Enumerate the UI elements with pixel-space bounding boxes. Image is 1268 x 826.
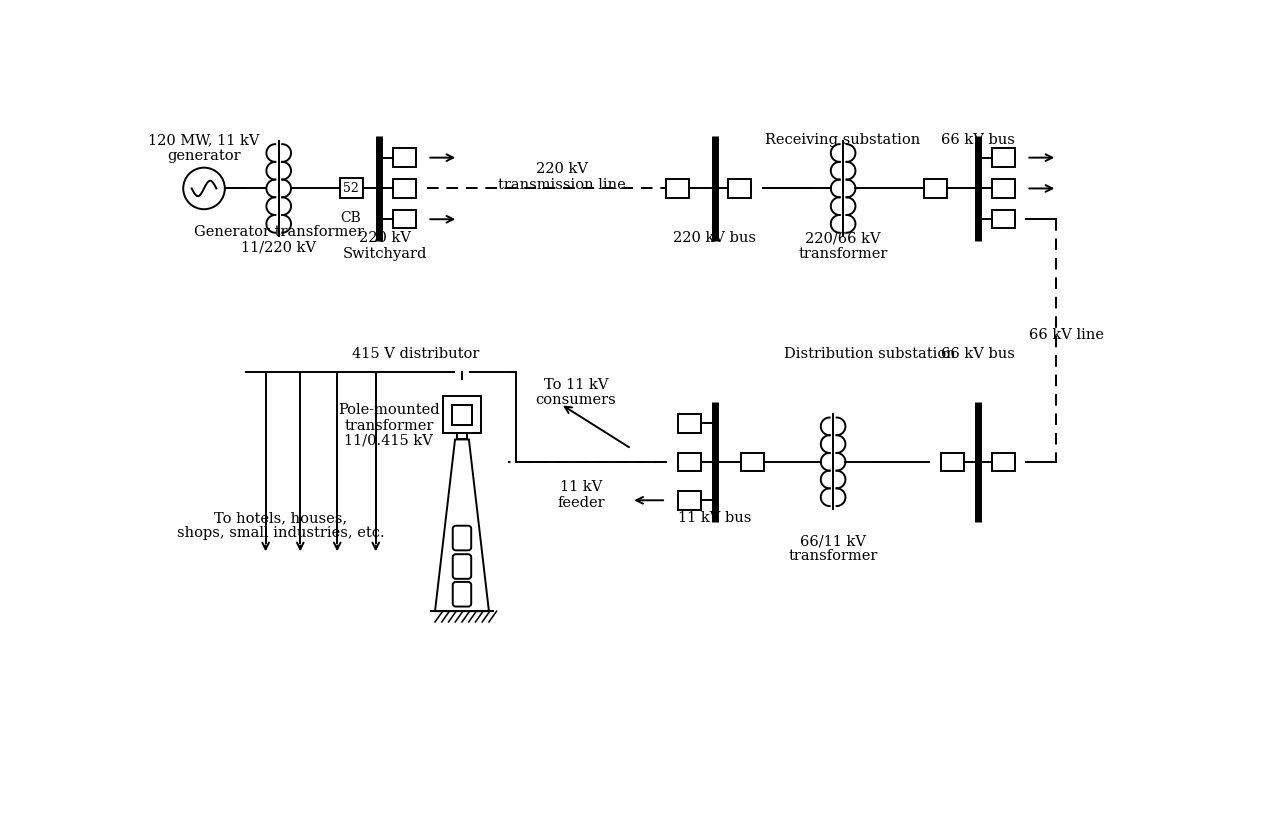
Text: 66/11 kV: 66/11 kV [800, 534, 866, 548]
Text: 11 kV bus: 11 kV bus [678, 511, 751, 525]
Text: 220 kV: 220 kV [536, 162, 588, 176]
Bar [451, 405, 472, 425]
Text: transmission line: transmission line [498, 178, 626, 192]
Bar [924, 179, 947, 197]
Bar [677, 491, 701, 510]
Bar [393, 179, 416, 197]
Bar [992, 210, 1014, 229]
Text: consumers: consumers [535, 393, 616, 407]
Text: 11 kV: 11 kV [560, 480, 602, 494]
Text: transformer: transformer [799, 247, 888, 261]
Text: 52: 52 [344, 182, 359, 195]
Bar [458, 434, 467, 439]
Text: CB: CB [341, 211, 361, 225]
Bar [728, 179, 752, 197]
Text: Switchyard: Switchyard [342, 247, 427, 261]
Text: 66 kV bus: 66 kV bus [941, 347, 1014, 361]
Text: 415 V distributor: 415 V distributor [353, 347, 479, 361]
Bar [992, 179, 1014, 197]
Text: 220/66 kV: 220/66 kV [805, 231, 881, 245]
Bar [340, 178, 363, 198]
Text: transformer: transformer [344, 419, 434, 433]
Text: Generator transformer: Generator transformer [194, 225, 364, 240]
Text: 120 MW, 11 kV: 120 MW, 11 kV [148, 133, 260, 147]
Bar [666, 179, 689, 197]
Text: 66 kV line: 66 kV line [1028, 328, 1104, 342]
Text: generator: generator [167, 150, 241, 163]
Bar [992, 149, 1014, 167]
Bar [677, 453, 701, 471]
Bar [393, 210, 416, 229]
Text: To 11 kV: To 11 kV [544, 377, 609, 392]
Text: Receiving substation: Receiving substation [766, 133, 921, 147]
Bar [393, 149, 416, 167]
Text: Distribution substation: Distribution substation [784, 347, 956, 361]
Text: 66 kV bus: 66 kV bus [941, 133, 1014, 147]
Text: 11/0.415 kV: 11/0.415 kV [345, 434, 434, 448]
Text: 220 kV bus: 220 kV bus [673, 231, 756, 245]
Text: 11/220 kV: 11/220 kV [241, 240, 316, 254]
Text: shops, small industries, etc.: shops, small industries, etc. [178, 526, 384, 540]
Bar [992, 453, 1014, 471]
Bar [941, 453, 964, 471]
Text: transformer: transformer [789, 549, 877, 563]
Text: To hotels, houses,: To hotels, houses, [214, 511, 347, 525]
Text: feeder: feeder [558, 496, 605, 510]
Bar [677, 414, 701, 433]
Bar [443, 396, 482, 434]
Text: Pole-mounted: Pole-mounted [339, 403, 440, 417]
Text: 220 kV: 220 kV [359, 231, 411, 245]
Bar [741, 453, 763, 471]
